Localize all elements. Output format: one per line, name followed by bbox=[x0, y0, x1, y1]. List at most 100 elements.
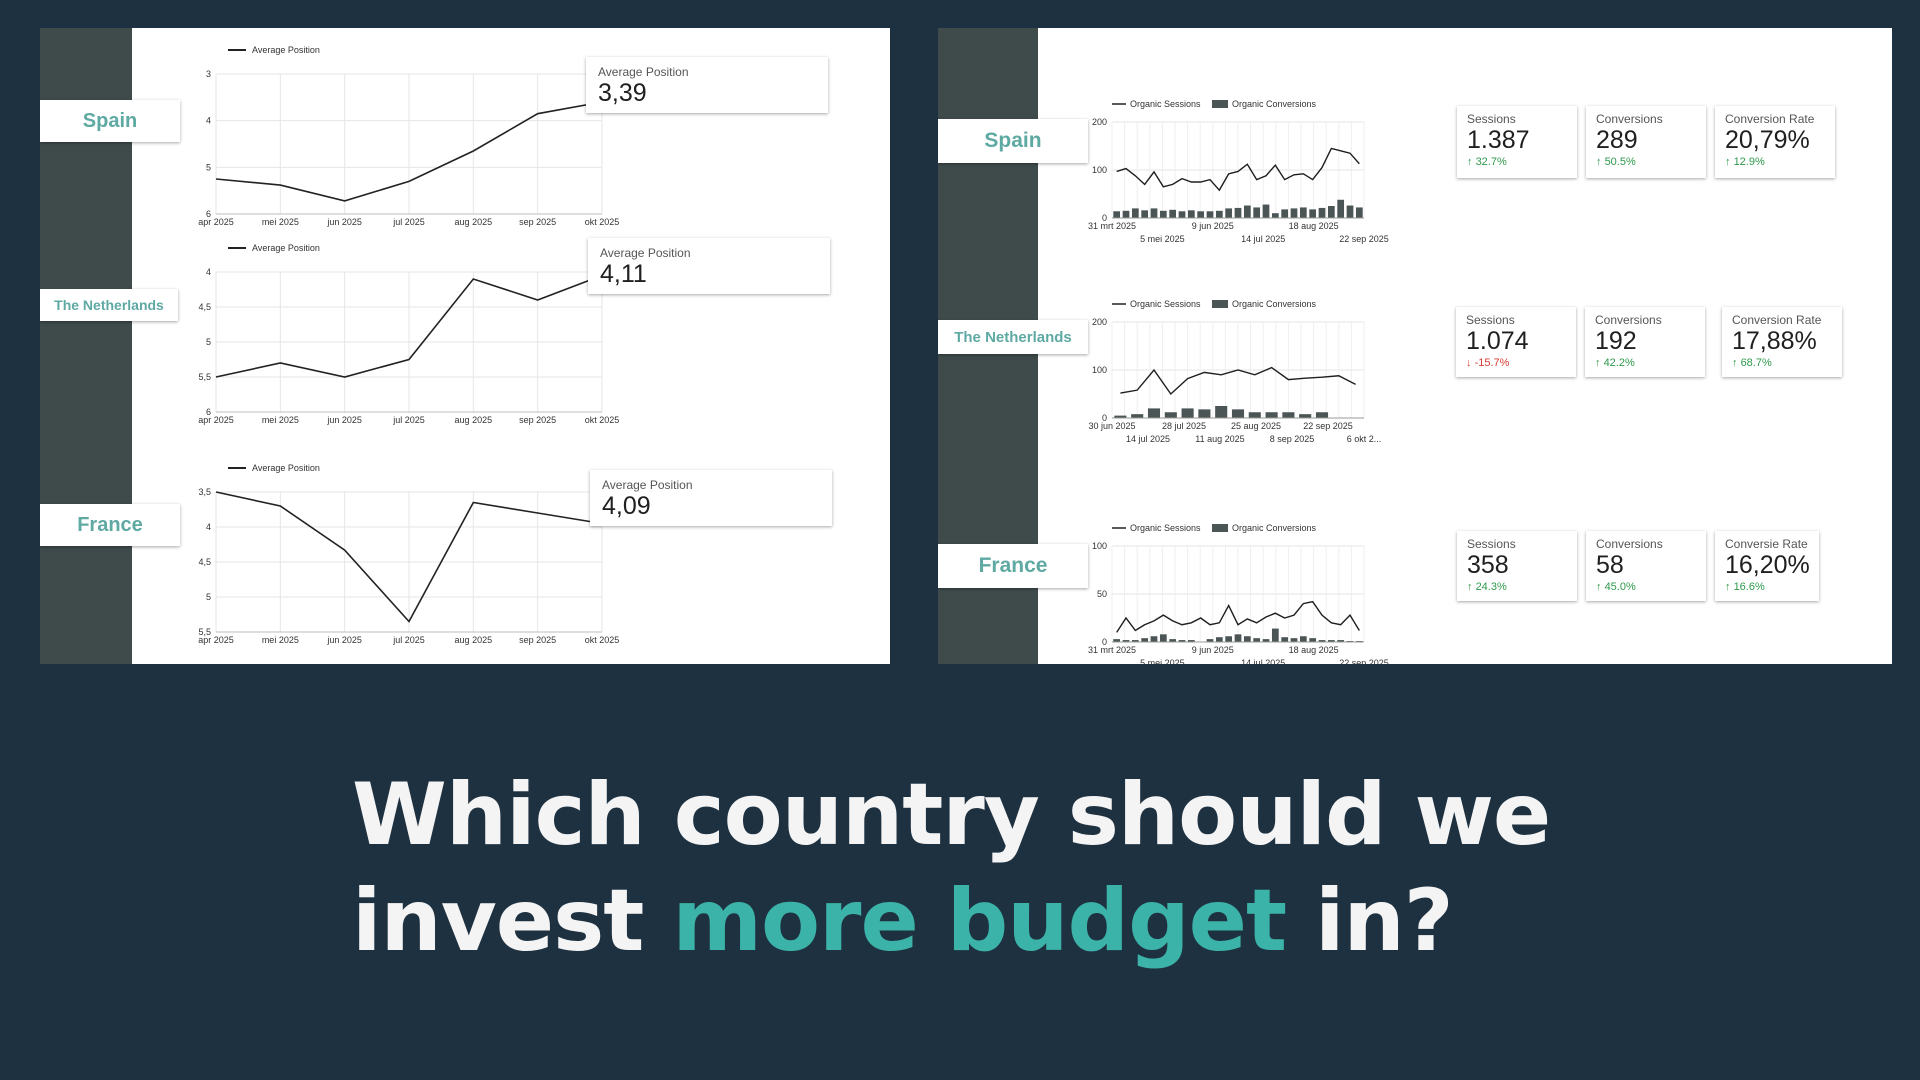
card-label: Average Position bbox=[600, 246, 691, 260]
kpi-delta-value: 24.3% bbox=[1475, 581, 1507, 593]
legend-label: Organic Conversions bbox=[1232, 523, 1317, 533]
kpi-value: 289 bbox=[1596, 126, 1638, 154]
headline-end: in? bbox=[1286, 871, 1454, 971]
conversion-bar bbox=[1164, 412, 1177, 418]
conversion-bar bbox=[1141, 210, 1149, 218]
conversion-bar bbox=[1253, 638, 1261, 642]
conversion-bar bbox=[1315, 412, 1329, 418]
x-tick-label: 5 mei 2025 bbox=[1140, 234, 1185, 244]
x-tick-label: 30 jun 2025 bbox=[1088, 421, 1135, 431]
organic-chart-spain: 0 100 200 Organic Sessions Organic Conversio… bbox=[1088, 99, 1389, 244]
legend-label: Organic Sessions bbox=[1130, 99, 1201, 109]
kpi-card-conversion-rate: Conversion Rate 17,88% ↑ 68.7% bbox=[1722, 307, 1842, 377]
x-tick-label: aug 2025 bbox=[455, 635, 493, 645]
average-position-line bbox=[215, 101, 603, 202]
average-position-card-spain: Average Position 3,39 bbox=[586, 57, 828, 113]
average-position-card-netherlands: Average Position 4,11 bbox=[588, 238, 830, 294]
kpi-value: 16,20% bbox=[1725, 551, 1810, 579]
x-tick-label: sep 2025 bbox=[519, 217, 556, 227]
x-tick-label: 14 jul 2025 bbox=[1126, 434, 1170, 444]
kpi-value: 17,88% bbox=[1732, 327, 1817, 355]
country-tag-netherlands: The Netherlands bbox=[40, 289, 178, 321]
legend-label: Organic Sessions bbox=[1130, 523, 1201, 533]
conversion-bar bbox=[1198, 409, 1211, 418]
kpi-delta: ↑ 45.0% bbox=[1596, 581, 1696, 593]
country-tag-spain: Spain bbox=[938, 119, 1088, 163]
x-tick-label: jul 2025 bbox=[392, 217, 425, 227]
kpi-label: Sessions bbox=[1467, 112, 1516, 126]
conversion-bar bbox=[1147, 408, 1161, 418]
sessions-line bbox=[1120, 366, 1356, 396]
sessions-line bbox=[1116, 600, 1360, 633]
x-tick-label: sep 2025 bbox=[519, 635, 556, 645]
headline-start: invest bbox=[352, 871, 673, 971]
conversion-bar bbox=[1243, 205, 1251, 218]
kpi-card-conversion-rate: Conversion Rate 20,79% ↑ 12.9% bbox=[1715, 106, 1835, 178]
conversion-bar bbox=[1187, 640, 1195, 642]
conversion-bar bbox=[1318, 207, 1326, 218]
conversion-bar bbox=[1234, 634, 1242, 642]
x-tick-label: 9 jun 2025 bbox=[1192, 221, 1234, 231]
arrow-down-icon: ↓ bbox=[1466, 357, 1475, 369]
y-tick-label: 4,5 bbox=[198, 557, 211, 567]
kpi-value: 1.387 bbox=[1467, 126, 1530, 154]
kpi-delta: ↑ 42.2% bbox=[1595, 357, 1695, 369]
conversion-bar bbox=[1159, 210, 1167, 218]
y-tick-label: 3,5 bbox=[198, 487, 211, 497]
conversion-bar bbox=[1206, 211, 1214, 218]
kpi-delta-value: 45.0% bbox=[1604, 581, 1636, 593]
x-tick-label: jun 2025 bbox=[326, 635, 362, 645]
kpi-card-sessions: Sessions 358 ↑ 24.3% bbox=[1457, 531, 1577, 601]
x-tick-label: 22 sep 2025 bbox=[1303, 421, 1353, 431]
arrow-up-icon: ↑ bbox=[1732, 357, 1741, 369]
legend-label: Organic Conversions bbox=[1232, 99, 1317, 109]
x-tick-label: 18 aug 2025 bbox=[1289, 645, 1339, 655]
conversion-bar bbox=[1113, 639, 1121, 642]
conversion-bar bbox=[1169, 209, 1177, 218]
country-tag-france: France bbox=[938, 544, 1088, 588]
conversion-bar bbox=[1178, 211, 1186, 218]
card-value: 4,09 bbox=[602, 492, 651, 520]
kpi-label: Conversion Rate bbox=[1732, 313, 1822, 327]
kpi-label: Conversions bbox=[1595, 313, 1662, 327]
kpi-delta-value: 68.7% bbox=[1740, 357, 1772, 369]
kpi-label: Sessions bbox=[1466, 313, 1515, 327]
conversion-bar bbox=[1159, 634, 1167, 642]
conversion-bar bbox=[1282, 412, 1295, 418]
x-tick-label: jul 2025 bbox=[392, 415, 425, 425]
sessions-line bbox=[1116, 147, 1360, 192]
conversion-bar bbox=[1346, 205, 1354, 218]
country-tag-netherlands: The Netherlands bbox=[938, 320, 1088, 354]
organic-chart-netherlands: 0 100 200 Organic Sessions Organic Conversio… bbox=[1088, 299, 1382, 444]
kpi-card-conversions: Conversions 192 ↑ 42.2% bbox=[1585, 307, 1705, 377]
legend-label: Organic Sessions bbox=[1130, 299, 1201, 309]
y-tick-label: 50 bbox=[1097, 589, 1107, 599]
kpi-delta: ↑ 50.5% bbox=[1596, 156, 1696, 168]
conversion-bar bbox=[1248, 412, 1261, 418]
conversion-bar bbox=[1271, 213, 1279, 218]
kpi-label: Conversie Rate bbox=[1725, 537, 1808, 551]
kpi-delta-value: -15.7% bbox=[1474, 357, 1510, 369]
conversion-bar bbox=[1265, 412, 1278, 418]
kpi-card-conversions: Conversions 289 ↑ 50.5% bbox=[1586, 106, 1706, 178]
arrow-up-icon: ↑ bbox=[1725, 156, 1734, 168]
legend-bar-swatch bbox=[1212, 524, 1228, 532]
legend-label: Organic Conversions bbox=[1232, 299, 1317, 309]
legend-bar-swatch bbox=[1212, 100, 1228, 108]
x-tick-label: 14 jul 2025 bbox=[1241, 234, 1285, 244]
country-tag-spain: Spain bbox=[40, 100, 180, 142]
organic-traffic-panel: Spain 0 100 200 Organic Sessions Organic Con… bbox=[938, 28, 1892, 664]
x-tick-label: 6 okt 2... bbox=[1347, 434, 1382, 444]
conversion-bar bbox=[1122, 640, 1130, 642]
y-tick-label: 100 bbox=[1092, 541, 1107, 551]
conversion-bar bbox=[1113, 211, 1121, 218]
conversion-bar bbox=[1215, 406, 1228, 418]
card-label: Average Position bbox=[598, 65, 689, 79]
conversion-bar bbox=[1122, 210, 1130, 218]
x-tick-label: 25 aug 2025 bbox=[1231, 421, 1281, 431]
kpi-label: Conversions bbox=[1596, 537, 1663, 551]
x-tick-label: 11 aug 2025 bbox=[1195, 434, 1244, 444]
x-tick-label: okt 2025 bbox=[585, 415, 620, 425]
y-tick-label: 6 bbox=[206, 407, 211, 417]
